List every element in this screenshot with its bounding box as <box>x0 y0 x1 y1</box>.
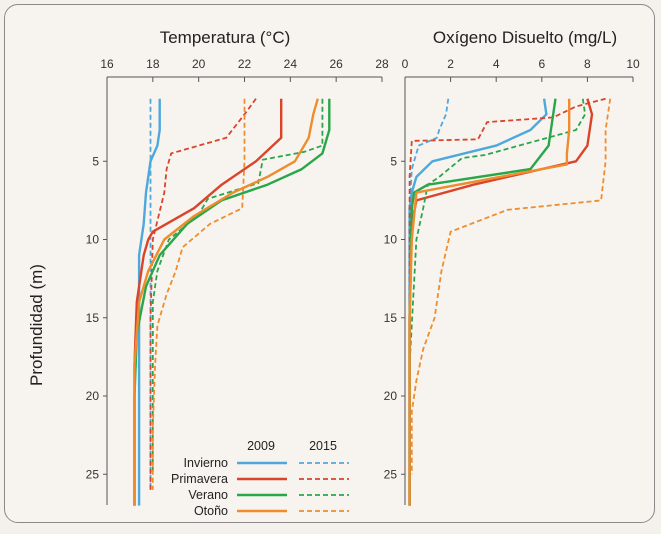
oxygen-x-tick-label: 10 <box>626 57 640 71</box>
temperature-y-tick-label: 15 <box>86 311 100 325</box>
oxygen-x-tick-label: 6 <box>538 57 545 71</box>
legend-label-invierno: Invierno <box>184 456 229 470</box>
oxygen-y-tick-label: 15 <box>384 311 398 325</box>
oxygen-title: Oxígeno Disuelto (mg/L) <box>433 28 617 47</box>
temperature-x-tick-label: 28 <box>375 57 389 71</box>
temperature-y-tick-label: 10 <box>86 233 100 247</box>
temperature-x-tick-label: 22 <box>238 57 252 71</box>
temperature-x-tick-label: 18 <box>146 57 160 71</box>
oxygen-x-tick-label: 0 <box>402 57 409 71</box>
oxygen-x-tick-label: 8 <box>584 57 591 71</box>
legend-header-2009: 2009 <box>247 439 275 453</box>
temperature-x-tick-label: 24 <box>284 57 298 71</box>
oxygen-series-otono-2009 <box>408 98 571 506</box>
temperature-title: Temperatura (°C) <box>160 28 291 47</box>
temperature-series-primavera-2015 <box>149 98 257 490</box>
figure-frame: Temperatura (°C) Oxígeno Disuelto (mg/L)… <box>4 4 655 523</box>
temperature-y-tick-label: 5 <box>92 154 99 168</box>
oxygen-y-tick-label: 10 <box>384 233 398 247</box>
legend-header-2015: 2015 <box>309 439 337 453</box>
oxygen-series-otono-2015 <box>410 98 612 475</box>
temperature-series-verano-2009 <box>133 98 331 506</box>
oxygen-y-tick-label: 5 <box>390 154 397 168</box>
oxygen-y-tick-label: 20 <box>384 389 398 403</box>
oxygen-series-verano-2015 <box>408 98 586 475</box>
temperature-y-tick-label: 25 <box>86 467 100 481</box>
legend-label-primavera: Primavera <box>171 472 228 486</box>
legend: 2009 2015 Invierno Primavera Verano Otoñ… <box>171 439 349 518</box>
legend-label-verano: Verano <box>188 488 228 502</box>
y-axis-label: Profundidad (m) <box>27 264 46 386</box>
oxygen-series-invierno-2015 <box>408 98 450 490</box>
oxygen-y-tick-label: 25 <box>384 467 398 481</box>
temperature-panel: 16 18 20 22 24 26 28 5 10 15 20 25 <box>86 57 389 506</box>
oxygen-series-verano-2009 <box>408 98 557 506</box>
temperature-y-tick-label: 20 <box>86 389 100 403</box>
oxygen-x-tick-label: 2 <box>447 57 454 71</box>
oxygen-panel: 0 2 4 6 8 10 5 10 15 20 25 <box>384 57 640 506</box>
temperature-series-verano-2015 <box>151 98 324 475</box>
oxygen-series-invierno-2009 <box>408 98 548 506</box>
temperature-x-tick-label: 26 <box>329 57 343 71</box>
temperature-series-otono-2009 <box>133 98 319 506</box>
temperature-series-otono-2015 <box>151 98 246 490</box>
temperature-series-primavera-2009 <box>133 98 283 506</box>
temperature-series-invierno-2009 <box>137 98 161 506</box>
oxygen-x-tick-label: 4 <box>493 57 500 71</box>
figure-svg: Temperatura (°C) Oxígeno Disuelto (mg/L)… <box>27 28 640 518</box>
legend-label-otono: Otoño <box>194 504 228 518</box>
temperature-x-tick-label: 20 <box>192 57 206 71</box>
temperature-x-tick-label: 16 <box>100 57 114 71</box>
